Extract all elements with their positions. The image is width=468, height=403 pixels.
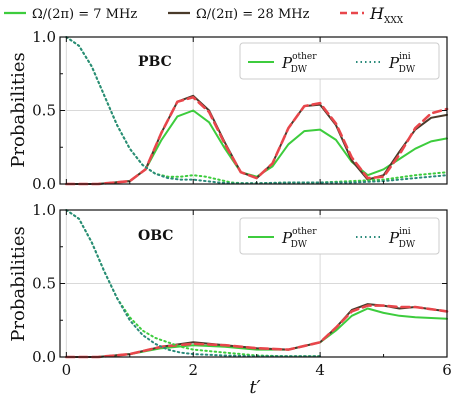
ticks: 0.0 0.5 1.0 <box>32 28 448 193</box>
legend-box <box>239 42 440 80</box>
series-line-other_7MHz <box>65 109 448 185</box>
x-tick-label: 4 <box>315 361 325 379</box>
legend-label-7mhz: Ω/(2π) = 7 MHz <box>32 7 137 22</box>
legend-label-ini: Pini DW <box>388 227 416 250</box>
y-tick-label: 1.0 <box>32 28 56 46</box>
series-line-other_HXXX <box>65 304 449 359</box>
panel-obc: 0 2 4 6 0.0 0.5 1.0 OBC Probabilities t′ Pothe… <box>8 201 452 398</box>
x-tick-label: 0 <box>62 361 72 379</box>
boundary-condition-label: OBC <box>138 228 173 244</box>
panel-legend: Pother DW Pini DW <box>239 42 440 80</box>
series-line-other_28MHz <box>65 303 448 358</box>
legend-label-28mhz: Ω/(2π) = 28 MHz <box>196 7 310 22</box>
y-axis-label: Probabilities <box>8 226 29 341</box>
boundary-condition-label: PBC <box>138 54 172 70</box>
y-tick-label: 0.0 <box>32 175 56 193</box>
y-axis-label: Probabilities <box>8 52 29 167</box>
legend-label-hxxx: HXXX <box>369 4 404 26</box>
series-line-other_28MHz <box>65 94 448 185</box>
ticks: 0 2 4 6 0.0 0.5 1.0 <box>32 201 452 379</box>
legend-label-other: Pother DW <box>281 227 317 250</box>
y-tick-label: 0.5 <box>32 275 56 293</box>
legend-label-other: Pother DW <box>281 52 317 75</box>
legend-label-ini: Pini DW <box>388 52 416 75</box>
series-line-other_HXXX <box>65 96 449 186</box>
y-tick-label: 1.0 <box>32 201 56 219</box>
series-line-other_7MHz <box>65 307 448 358</box>
series-line-ini_28MHz <box>65 209 322 358</box>
x-tick-label: 2 <box>188 361 198 379</box>
x-tick-label: 6 <box>442 361 452 379</box>
panel-pbc: 0.0 0.5 1.0 PBC Probabilities Pother DW Pin… <box>8 28 449 193</box>
series-line-ini_28MHz <box>65 36 448 185</box>
figure-legend: Ω/(2π) = 7 MHz Ω/(2π) = 28 MHz HXXX <box>4 4 404 26</box>
series-lines <box>65 36 449 186</box>
x-axis-label: t′ <box>249 377 260 398</box>
panel-legend: Pother DW Pini DW <box>239 217 440 255</box>
y-tick-label: 0.0 <box>32 348 56 366</box>
series-lines <box>65 209 449 359</box>
legend-box <box>239 217 440 255</box>
y-tick-label: 0.5 <box>32 102 56 120</box>
